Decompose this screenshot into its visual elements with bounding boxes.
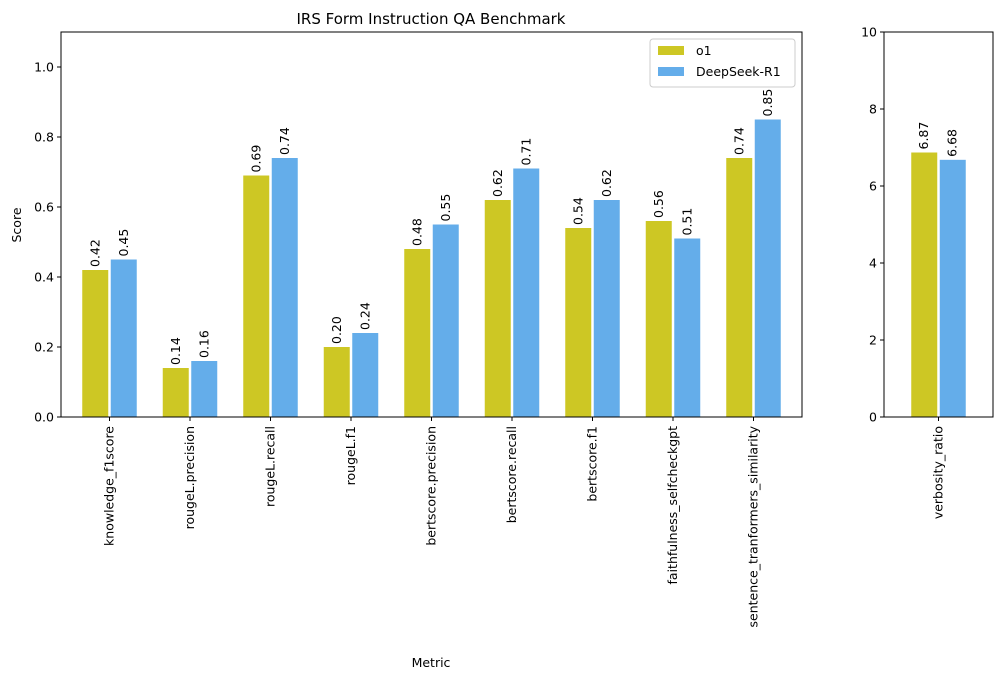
bar-o1-rougel-f1: [323, 347, 350, 417]
plot-frame: [60, 31, 803, 418]
bar-deepseek-r1-sentence-tranformers-similarity: [754, 119, 781, 417]
data-label-o1-sentence-tranformers-similarity: 0.74: [731, 127, 746, 155]
chart-title: IRS Form Instruction QA Benchmark: [296, 10, 565, 28]
y-tick-label: 2: [869, 333, 877, 348]
bar-deepseek-r1-rougel-f1: [352, 333, 379, 417]
data-label-o1-bertscore-f1: 0.54: [570, 197, 585, 225]
bar-o1-faithfulness-selfcheckgpt: [645, 221, 672, 417]
data-label-o1-faithfulness-selfcheckgpt: 0.56: [651, 190, 666, 218]
chart-panel-1: 0.0 0.2 0.4 0.6 0.8 1.0 0.42 0.45 knowledge_f1sc…: [34, 31, 803, 628]
data-label-o1-knowledge-f1score: 0.42: [87, 239, 102, 267]
x-tick-label: knowledge_f1score: [102, 426, 117, 546]
data-label-o1-rougel-recall: 0.69: [248, 145, 263, 173]
x-axis-label: Metric: [412, 655, 451, 670]
chart-panel-2: 0 2 4 6 8 10 6.87 6.68 verbosity_ratio: [861, 25, 994, 519]
x-tick-label: verbosity_ratio: [931, 426, 946, 519]
bar-deepseek-r1-rougel-recall: [271, 158, 298, 417]
data-label-deepseek-r1-bertscore-recall: 0.71: [518, 138, 533, 166]
bar-o1-bertscore-f1: [565, 228, 592, 417]
bar-deepseek-r1-rougel-precision: [191, 361, 218, 417]
bar-o1-bertscore-recall: [484, 200, 511, 417]
y-axis-label: Score: [9, 207, 24, 242]
bar-deepseek-r1-verbosity-ratio: [939, 159, 966, 417]
data-label-o1-rougel-precision: 0.14: [168, 337, 183, 365]
data-label-o1-rougel-f1: 0.20: [329, 316, 344, 344]
y-tick-label: 6: [869, 179, 877, 194]
x-tick-label: rougeL.recall: [263, 426, 278, 507]
data-label-deepseek-r1-knowledge-f1score: 0.45: [116, 229, 131, 257]
y-tick-label: 0.0: [34, 410, 54, 425]
plot-frame: [883, 31, 994, 418]
bar-o1-sentence-tranformers-similarity: [726, 158, 753, 417]
bar-o1-bertscore-precision: [404, 249, 431, 417]
x-tick-label: rougeL.f1: [343, 426, 358, 485]
bar-o1-rougel-precision: [162, 368, 189, 417]
y-tick-label: 0.6: [34, 200, 54, 215]
x-tick-label: bertscore.precision: [424, 426, 439, 546]
data-label-deepseek-r1-verbosity-ratio: 6.68: [945, 129, 960, 157]
data-label-deepseek-r1-faithfulness-selfcheckgpt: 0.51: [679, 208, 694, 236]
data-label-deepseek-r1-bertscore-f1: 0.62: [599, 169, 614, 197]
x-tick-label: sentence_tranformers_similarity: [746, 425, 761, 627]
x-tick-label: faithfulness_selfcheckgpt: [665, 426, 680, 585]
y-tick-label: 0: [869, 410, 877, 425]
y-tick-label: 4: [869, 256, 877, 271]
legend-label-o1: o1: [696, 43, 712, 58]
y-tick-label: 0.2: [34, 340, 54, 355]
legend-label-deepseek-r1: DeepSeek-R1: [696, 64, 781, 79]
data-label-o1-verbosity-ratio: 6.87: [916, 122, 931, 150]
bar-deepseek-r1-faithfulness-selfcheckgpt: [674, 238, 701, 417]
x-tick-label: bertscore.f1: [585, 426, 600, 502]
y-tick-label: 0.8: [34, 130, 54, 145]
bar-deepseek-r1-bertscore-f1: [593, 200, 620, 417]
y-tick-label: 10: [861, 25, 877, 40]
x-tick-label: rougeL.precision: [182, 426, 197, 529]
data-label-deepseek-r1-sentence-tranformers-similarity: 0.85: [760, 89, 775, 117]
bar-o1-verbosity-ratio: [911, 152, 938, 417]
data-label-deepseek-r1-rougel-f1: 0.24: [357, 302, 372, 330]
legend-frame: [649, 38, 796, 88]
bar-o1-rougel-recall: [243, 175, 270, 417]
bar-deepseek-r1-bertscore-recall: [513, 168, 540, 417]
x-tick-label: bertscore.recall: [504, 426, 519, 523]
legend-swatch-deepseek-r1: [658, 67, 684, 76]
y-tick-label: 1.0: [34, 60, 54, 75]
data-label-deepseek-r1-rougel-precision: 0.16: [196, 330, 211, 358]
bar-o1-knowledge-f1score: [82, 270, 109, 417]
legend-swatch-o1: [658, 46, 684, 55]
bar-deepseek-r1-bertscore-precision: [432, 224, 459, 417]
data-label-deepseek-r1-bertscore-precision: 0.55: [438, 194, 453, 222]
y-tick-label: 0.4: [34, 270, 54, 285]
data-label-deepseek-r1-rougel-recall: 0.74: [277, 127, 292, 155]
legend: o1 DeepSeek-R1: [649, 38, 796, 88]
bar-deepseek-r1-knowledge-f1score: [110, 259, 137, 417]
y-tick-label: 8: [869, 102, 877, 117]
data-label-o1-bertscore-recall: 0.62: [490, 169, 505, 197]
data-label-o1-bertscore-precision: 0.48: [409, 218, 424, 246]
